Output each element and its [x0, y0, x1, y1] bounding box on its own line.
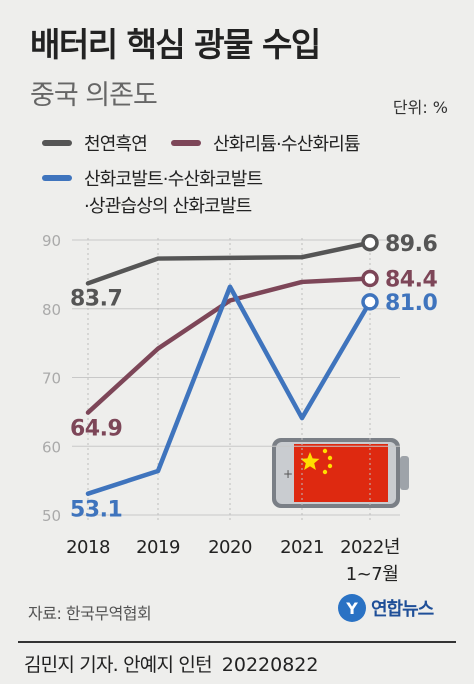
value-label-end: 81.0: [385, 291, 437, 316]
x-tick-label: 2021: [280, 537, 324, 558]
series-end-marker-0: [361, 234, 379, 252]
x-tick-label: 2018: [66, 537, 110, 558]
x-tick-label: 2022년: [340, 537, 400, 558]
value-label-end: 84.4: [385, 268, 437, 293]
series-line-2: [85, 284, 373, 496]
x-tick-label: 2020: [208, 537, 252, 558]
y-tick-label: 60: [42, 438, 61, 456]
legend-label-lithium: 산화리튬·수산화리튬: [213, 134, 361, 155]
battery-terminal: [400, 456, 409, 490]
series-line-0: [85, 240, 373, 286]
value-label-end: 89.6: [385, 232, 437, 257]
chart-labels: 83.7 89.6 64.9 84.4 53.1 81.0: [70, 232, 438, 523]
legend-label-graphite: 천연흑연: [84, 134, 148, 155]
yonhap-logo-text: 연합뉴스: [371, 599, 434, 620]
legend-swatch-lithium: [171, 140, 201, 146]
legend-label-cobalt: 산화코발트·수산화코발트 ·상관습상의 산화코발트: [84, 166, 263, 220]
china-battery-illustration: +: [272, 438, 409, 508]
footer-divider: [18, 641, 456, 643]
chart-subtitle: 중국 의존도: [30, 80, 158, 111]
legend-item-graphite: 천연흑연: [42, 131, 148, 158]
chart-title: 배터리 핵심 광물 수입: [30, 25, 321, 64]
publish-date: 20220822: [221, 654, 319, 676]
series-line-1: [85, 276, 373, 415]
flag-stars: [300, 448, 333, 475]
x-tick-sublabel: 1~7월: [346, 564, 399, 585]
yonhap-logo: Y 연합뉴스: [338, 594, 434, 622]
y-tick-label: 80: [42, 301, 61, 319]
line-chart: + 50 60 70 80 90 2018 2019 2020 2021 2022년 1~7월 83…: [42, 232, 438, 585]
legend-label-cobalt-line1: 산화코발트·수산화코발트: [84, 169, 263, 190]
y-tick-label: 50: [42, 507, 61, 525]
y-tick-label: 70: [42, 370, 61, 388]
credit-line: 김민지 기자. 안예지 인턴 20220822: [24, 650, 318, 677]
unit-label: 단위: %: [392, 98, 448, 117]
source-note: 자료: 한국무역협회: [28, 604, 152, 623]
chart-grid: 50 60 70 80 90 2018 2019 2020 2021 2022년 1~7월: [42, 232, 400, 585]
x-tick-label: 2019: [136, 537, 180, 558]
series-end-marker-2: [361, 293, 379, 311]
value-label-start: 53.1: [70, 498, 122, 523]
legend-swatch-cobalt: [42, 175, 72, 181]
battery-plus-sign: +: [283, 467, 293, 481]
value-label-start: 64.9: [70, 417, 122, 442]
chart-series: [85, 234, 379, 496]
yonhap-logo-icon: Y: [338, 594, 366, 622]
legend-swatch-graphite: [42, 140, 72, 146]
byline: 김민지 기자. 안예지 인턴: [24, 654, 213, 676]
china-flag: [294, 444, 388, 502]
series-end-marker-1: [361, 269, 379, 288]
value-label-start: 83.7: [70, 286, 122, 311]
legend-item-cobalt: 산화코발트·수산화코발트 ·상관습상의 산화코발트: [42, 166, 263, 220]
legend-item-lithium: 산화리튬·수산화리튬: [171, 131, 361, 158]
legend-label-cobalt-line2: ·상관습상의 산화코발트: [84, 196, 252, 217]
y-tick-label: 90: [42, 232, 61, 250]
